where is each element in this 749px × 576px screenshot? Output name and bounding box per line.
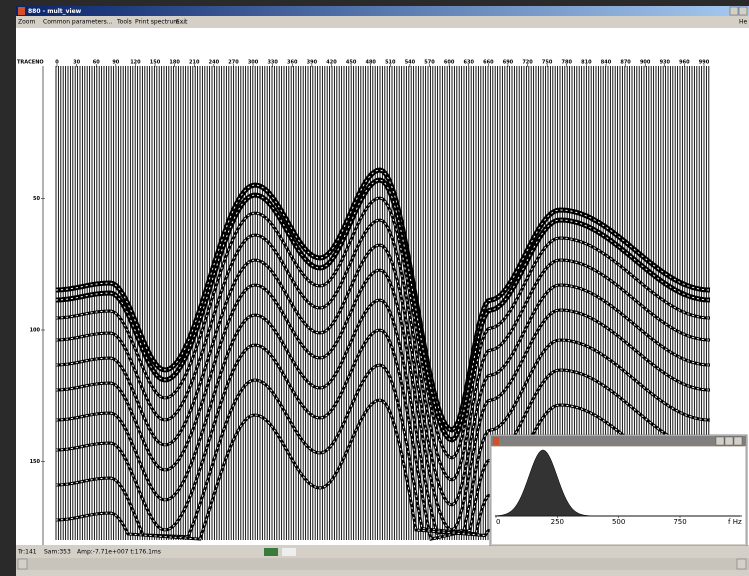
spectrum-close[interactable] — [733, 436, 743, 446]
x-tick-label: 660 — [483, 60, 494, 66]
status-bar: Tr:141 Sam:353 Amp:-7.71e+007 t:176.1ms — [16, 546, 749, 570]
x-tick-label: 90 — [112, 60, 119, 66]
menu-item[interactable]: Exit — [176, 19, 188, 26]
menu-item[interactable]: Tools — [116, 19, 132, 26]
scrollbar[interactable] — [16, 558, 749, 570]
x-tick-label: 0 — [55, 60, 59, 66]
horizon-highlight — [55, 364, 711, 538]
x-tick-label: 180 — [169, 60, 180, 66]
minimize-button[interactable] — [729, 6, 739, 16]
x-tick-label: 690 — [503, 60, 514, 66]
spectrum-title-bar — [491, 436, 746, 446]
axis-label: TRACENO — [17, 60, 44, 66]
x-tick-label: 750 — [542, 60, 553, 66]
x-tick-label: 630 — [464, 60, 475, 66]
x-tick-label: 870 — [620, 60, 631, 66]
spectrum-unit: f Hz — [728, 518, 742, 526]
x-tick-label: 210 — [189, 60, 200, 66]
y-tick-label: 100 — [30, 328, 41, 334]
x-tick-label: 420 — [326, 60, 337, 66]
x-tick-label: 60 — [93, 60, 100, 66]
x-tick-label: 840 — [601, 60, 612, 66]
horizon-highlight — [55, 329, 711, 540]
status-icon — [282, 548, 296, 556]
menu-item[interactable]: Common parameters... — [43, 19, 113, 26]
x-tick-label: 930 — [660, 60, 671, 66]
x-tick-label: 720 — [522, 60, 533, 66]
close-button[interactable] — [738, 6, 748, 16]
x-tick-label: 960 — [679, 60, 690, 66]
spectrum-tick-label: 250 — [551, 518, 564, 526]
scroll-left[interactable] — [17, 558, 28, 570]
x-tick-label: 450 — [346, 60, 357, 66]
spectrum-curve — [494, 449, 740, 517]
spectrum-maximize[interactable] — [724, 436, 734, 446]
menu-item[interactable]: Print spectrum ... — [135, 19, 187, 26]
horizon-highlight — [55, 169, 711, 431]
horizon-highlight — [55, 219, 711, 481]
x-tick-label: 600 — [444, 60, 455, 66]
horizon-highlight — [55, 179, 711, 441]
spectrum-tick-label: 750 — [673, 518, 686, 526]
x-tick-label: 240 — [209, 60, 220, 66]
x-tick-label: 990 — [699, 60, 710, 66]
title-bar — [16, 6, 749, 16]
horizon-highlight — [55, 299, 711, 534]
status-bg — [16, 546, 749, 557]
status-icon — [264, 548, 278, 556]
app-icon — [18, 7, 25, 15]
window-title: 880 - mult_view — [28, 8, 82, 15]
x-tick-label: 30 — [73, 60, 80, 66]
x-tick-label: 810 — [581, 60, 592, 66]
spectrum-minimize[interactable] — [715, 436, 725, 446]
x-tick-label: 150 — [150, 60, 161, 66]
x-tick-label: 360 — [287, 60, 298, 66]
x-tick-label: 330 — [267, 60, 278, 66]
horizon-highlight — [55, 244, 711, 506]
x-tick-label: 120 — [130, 60, 141, 66]
status-amplitude: Amp:-7.71e+007 t:176.1ms — [77, 549, 161, 556]
x-tick-label: 900 — [640, 60, 651, 66]
x-tick-label: 540 — [405, 60, 416, 66]
y-tick-label: 150 — [30, 459, 41, 465]
x-tick-label: 510 — [385, 60, 396, 66]
x-tick-label: 570 — [424, 60, 435, 66]
horizon-highlight — [55, 197, 711, 459]
spectrum-icon — [493, 437, 499, 445]
x-tick-label: 780 — [562, 60, 573, 66]
spectrum-tick-label: 500 — [612, 518, 625, 526]
horizon-highlight — [55, 269, 711, 531]
menu-bar: Zoom Common parameters... Tools Print spect… — [18, 19, 748, 26]
x-tick-label: 480 — [365, 60, 376, 66]
axes: TRACENO 0 30 60 90 120 150 180 210 240 270 300 330 3… — [17, 60, 710, 545]
x-tick-label: 390 — [307, 60, 318, 66]
y-tick-label: 50 — [33, 196, 40, 202]
x-tick-label: 270 — [228, 60, 239, 66]
x-tick-label: 300 — [248, 60, 259, 66]
traces — [55, 66, 711, 541]
menu-item[interactable]: Zoom — [18, 19, 35, 26]
spectrum-tick-label: 0 — [496, 518, 500, 526]
status-sample: Sam:353 — [44, 549, 71, 556]
status-trace: Tr:141 — [17, 549, 37, 556]
spectrum-window: f Hz 0 250 500 750 — [489, 434, 748, 547]
scroll-right[interactable] — [736, 558, 747, 570]
menu-item[interactable]: He — [739, 19, 748, 26]
